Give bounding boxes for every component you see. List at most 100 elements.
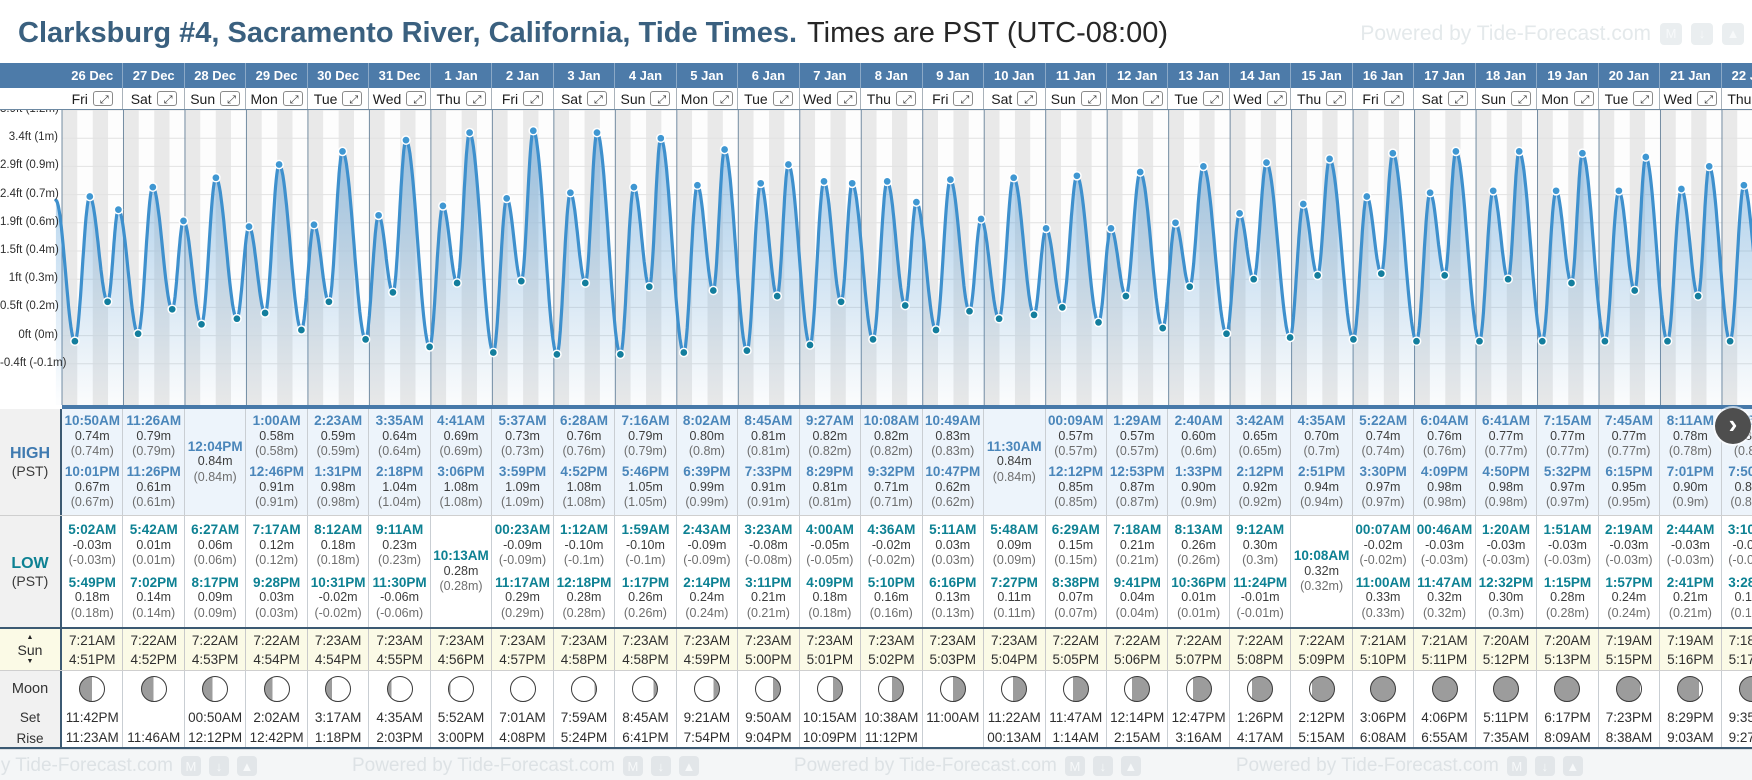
sun-row-label[interactable]: ▲ Sun ▼ xyxy=(0,629,62,670)
expand-day-button[interactable]: ⤢ xyxy=(92,91,113,106)
expand-day-button[interactable]: ⤢ xyxy=(586,91,607,106)
low-tide-entry: 9:11AM 0.23m (0.23m) xyxy=(369,522,429,569)
weekday-cell: Mon ⤢ xyxy=(676,88,739,109)
watermark-app-icon: M xyxy=(1506,755,1527,776)
moonset-time xyxy=(123,706,185,729)
moonrise-time: 6:55AM xyxy=(1414,729,1476,747)
low-tide-height-paren: (0.16m) xyxy=(869,605,913,620)
high-tide-height-paren: (0.98m) xyxy=(1423,495,1467,510)
expand-day-button[interactable]: ⤢ xyxy=(465,91,486,106)
moon-phase-icon xyxy=(1185,675,1212,702)
sun-sort-up-icon[interactable]: ▲ xyxy=(26,633,34,641)
high-tide-height: 0.78m xyxy=(1673,428,1708,443)
expand-day-button[interactable]: ⤢ xyxy=(1383,91,1404,106)
expand-day-button[interactable]: ⤢ xyxy=(1326,91,1347,106)
high-tide-time: 00:09AM xyxy=(1047,413,1104,429)
y-axis-label: 1.5ft (0.4m) xyxy=(0,244,59,256)
low-tide-time: 5:11AM xyxy=(929,522,977,537)
expand-day-button[interactable]: ⤢ xyxy=(1266,91,1287,106)
moonrise-row: Rise 11:23AM 11:46AM 12:12PM 12:42PM 1:18PM 2… xyxy=(0,729,1752,747)
expand-day-button[interactable]: ⤢ xyxy=(772,91,793,106)
expand-day-button[interactable]: ⤢ xyxy=(1510,91,1531,106)
low-tide-height: 0.06m xyxy=(197,537,233,552)
high-tide-time: 7:15AM xyxy=(1543,413,1592,429)
high-tide-height-paren: (0.82m) xyxy=(869,444,913,459)
high-tide-entry: 10:49AM 0.83m (0.83m) xyxy=(923,413,983,460)
weekday-cell: Fri ⤢ xyxy=(62,88,124,109)
date-header-cell: 5 Jan xyxy=(677,63,739,88)
expand-day-button[interactable]: ⤢ xyxy=(1143,91,1164,106)
low-tide-cell: 5:42AM 0.01m (0.01m) 7:02PM 0.14m (0.14m) xyxy=(123,516,185,627)
high-tide-entry: 4:41AM 0.69m (0.69m) xyxy=(431,413,491,460)
moon-phase-cell xyxy=(922,671,985,706)
sunset-time: 5:10PM xyxy=(1359,651,1407,667)
expand-day-button[interactable]: ⤢ xyxy=(713,91,734,106)
moonrise-time: 4:08PM xyxy=(492,729,554,747)
low-tide-time: 3:10AM xyxy=(1727,522,1752,537)
low-tide-height-paren: (0.3m) xyxy=(1487,605,1525,620)
low-tide-time: 1:51AM xyxy=(1543,522,1592,537)
date-header-cell: 29 Dec xyxy=(246,63,308,88)
expand-day-button[interactable]: ⤢ xyxy=(1080,91,1101,106)
high-tide-time: 3:30PM xyxy=(1359,464,1407,480)
high-tide-cell: 3:42AM 0.65m (0.65m) 2:12PM 0.92m (0.92m) xyxy=(1229,409,1292,515)
high-tide-height-paren: (0.91m) xyxy=(255,495,299,510)
expand-day-button[interactable]: ⤢ xyxy=(282,91,303,106)
high-tide-entry: 7:15AM 0.77m (0.77m) xyxy=(1537,413,1597,460)
low-tide-height: -0.05m xyxy=(810,537,850,552)
expand-day-button[interactable]: ⤢ xyxy=(156,91,177,106)
expand-day-button[interactable]: ⤢ xyxy=(953,91,974,106)
moon-phase-cell xyxy=(615,671,677,706)
high-tide-time: 5:32PM xyxy=(1543,464,1592,480)
sun-times-cell: 7:23AM 4:59PM xyxy=(676,629,739,670)
expand-day-button[interactable]: ⤢ xyxy=(895,91,916,106)
expand-day-button[interactable]: ⤢ xyxy=(220,91,241,106)
weekday-label: Sat xyxy=(1421,90,1443,107)
expand-day-button[interactable]: ⤢ xyxy=(1633,91,1654,106)
moonrise-time: 7:54PM xyxy=(676,729,739,747)
sun-times-cell: 7:22AM 4:53PM xyxy=(184,629,247,670)
expand-day-button[interactable]: ⤢ xyxy=(1202,91,1223,106)
moon-phase-icon xyxy=(1554,675,1581,702)
high-tide-height-paren: (0.76m) xyxy=(562,444,606,459)
low-tide-time: 5:42AM xyxy=(129,522,178,537)
expand-day-button[interactable]: ⤢ xyxy=(1573,91,1594,106)
high-tide-height-paren: (0.59m) xyxy=(316,444,360,459)
expand-day-button[interactable]: ⤢ xyxy=(1447,91,1468,106)
weekday-cell: Thu ⤢ xyxy=(861,88,923,109)
weekday-label: Tue xyxy=(1174,90,1198,107)
high-tide-height-paren: (0.76m) xyxy=(1423,444,1467,459)
expand-day-button[interactable]: ⤢ xyxy=(523,91,544,106)
expand-day-button[interactable]: ⤢ xyxy=(406,91,427,106)
high-tide-height: 0.61m xyxy=(136,479,172,494)
sun-sort-down-icon[interactable]: ▼ xyxy=(26,657,34,665)
expand-day-button[interactable]: ⤢ xyxy=(342,91,363,106)
low-tide-time: 1:17PM xyxy=(621,574,670,590)
moon-phase-icon xyxy=(1062,675,1089,702)
high-tide-height: 0.81m xyxy=(812,479,848,494)
high-tide-height: 0.81m xyxy=(751,428,786,443)
weekday-label: Tue xyxy=(313,90,338,107)
moonset-time: 8:45AM xyxy=(615,706,677,729)
low-tide-cell: 9:12AM 0.30m (0.3m) 11:24PM -0.01m (-0.01m) xyxy=(1229,516,1292,627)
expand-day-button[interactable]: ⤢ xyxy=(836,91,857,106)
sunset-time: 4:57PM xyxy=(499,651,546,667)
high-tide-height-paren: (1.04m) xyxy=(378,495,422,510)
next-page-button[interactable]: › xyxy=(1715,408,1751,444)
sunset-time: 5:08PM xyxy=(1236,651,1284,667)
sunset-time: 4:56PM xyxy=(437,651,485,667)
sunset-time: 4:51PM xyxy=(68,651,116,667)
expand-day-button[interactable]: ⤢ xyxy=(1697,91,1718,106)
low-tide-entry: 5:02AM -0.03m (-0.03m) xyxy=(62,522,122,569)
low-tide-entry: 00:07AM -0.02m (-0.02m) xyxy=(1353,522,1413,569)
low-tide-time: 9:28PM xyxy=(253,574,301,590)
low-label-text: LOW xyxy=(11,554,49,572)
moon-phase-cell xyxy=(62,671,124,706)
expand-day-button[interactable]: ⤢ xyxy=(650,91,671,106)
low-tide-height-paren: (-0.03m) xyxy=(1543,553,1592,567)
high-tide-time: 3:42AM xyxy=(1236,413,1285,429)
expand-day-button[interactable]: ⤢ xyxy=(1017,91,1038,106)
high-tide-time: 10:50AM xyxy=(64,413,120,429)
high-tide-time: 4:09PM xyxy=(1420,464,1469,480)
